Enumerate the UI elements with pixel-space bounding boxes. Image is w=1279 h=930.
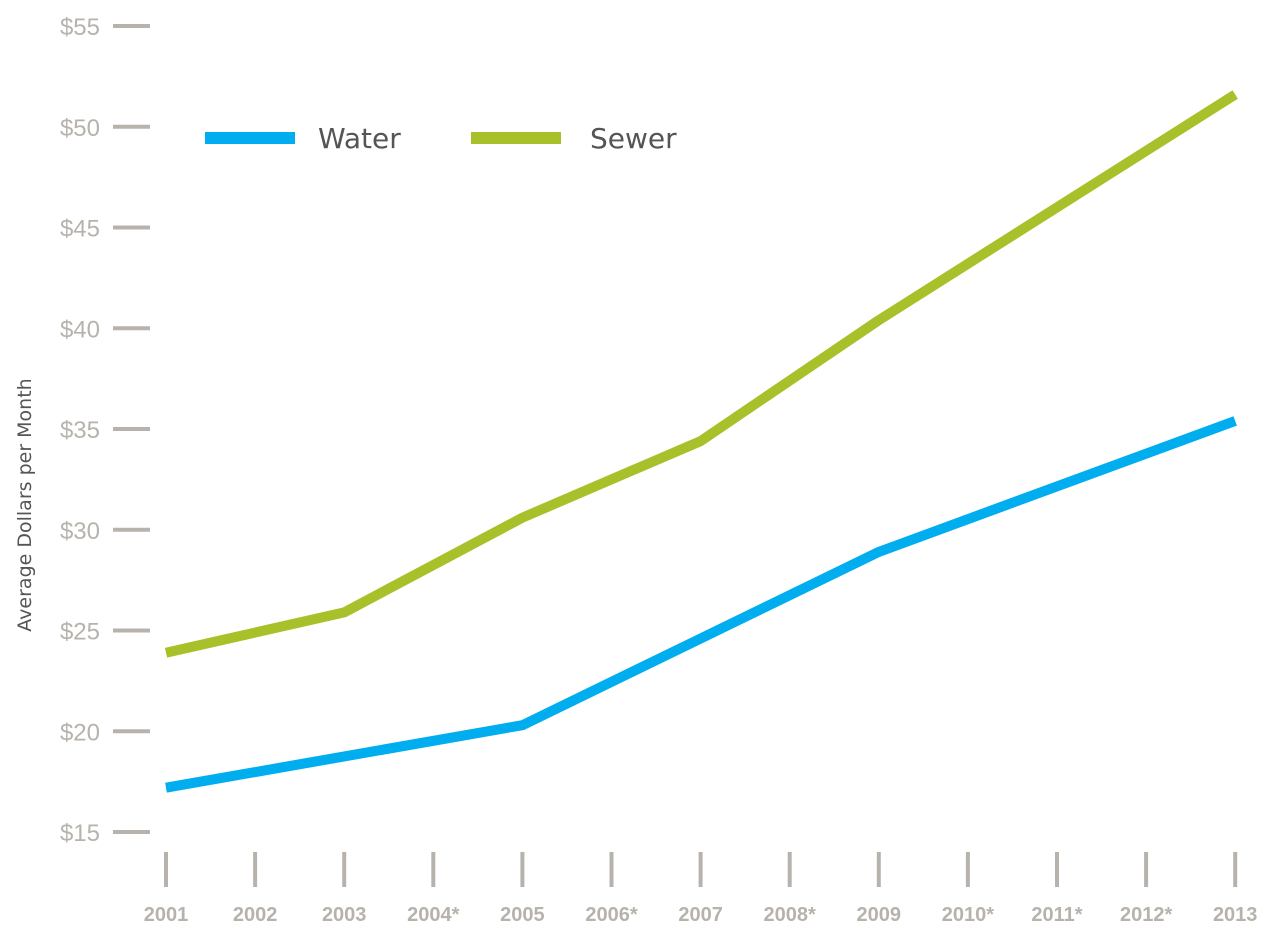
y-tick-label: $55: [60, 14, 100, 41]
y-tick-label: $25: [60, 619, 100, 646]
x-tick-label: 2010*: [942, 904, 994, 926]
series-line-water: [165, 416, 1237, 793]
legend-label-sewer: Sewer: [590, 122, 677, 155]
x-tick-label: 2004*: [407, 904, 459, 926]
y-axis: $15 $20 $25 $30 $35 $40 $45 $50 $55: [60, 14, 150, 847]
x-tick-label: 2006*: [585, 904, 637, 926]
x-tick-label: 2007: [678, 904, 723, 926]
x-tick-label: 2009: [857, 904, 902, 926]
y-tick-label: $50: [60, 115, 100, 142]
x-tick-label: 2008*: [764, 904, 816, 926]
y-tick-label: $40: [60, 316, 100, 343]
series-layer: [164, 90, 1238, 793]
series-line-sewer: [164, 90, 1238, 658]
y-axis-title: Average Dollars per Month: [14, 378, 36, 631]
y-tick-label: $45: [60, 216, 100, 243]
legend: Water Sewer: [205, 122, 677, 155]
x-tick-label: 2012*: [1120, 904, 1172, 926]
x-tick-label: 2003: [322, 904, 367, 926]
x-tick-label: 2011*: [1031, 904, 1082, 926]
x-tick-label: 2002: [233, 904, 278, 926]
y-tick-label: $35: [60, 417, 100, 444]
legend-label-water: Water: [318, 122, 401, 155]
x-tick-label: 2013: [1213, 904, 1258, 926]
x-tick-label: 2005: [500, 904, 545, 926]
y-tick-label: $20: [60, 719, 100, 746]
x-axis: 2001 2002 2003 2004* 2005 2006* 2007 2008* 2009 2…: [144, 852, 1258, 926]
y-tick-label: $15: [60, 820, 100, 847]
x-tick-label: 2001: [144, 904, 189, 926]
y-tick-label: $30: [60, 518, 100, 545]
